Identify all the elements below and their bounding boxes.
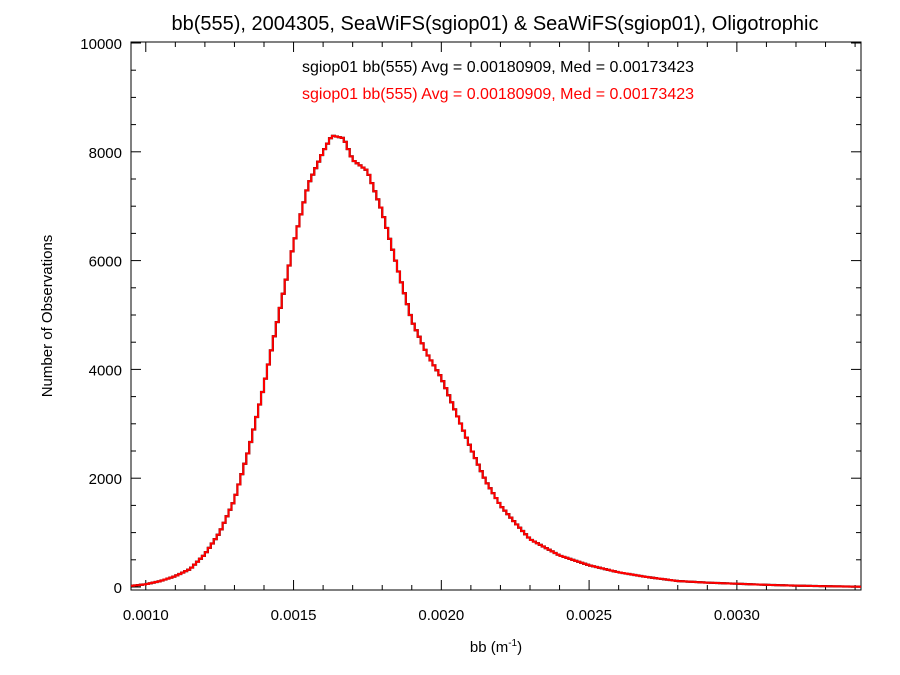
x-axis-label-main: bb (m	[470, 639, 508, 656]
x-tick-label: 0.0020	[418, 607, 464, 624]
x-axis-label: bb (m-1)	[470, 638, 522, 656]
x-axis-label-sup: -1	[508, 638, 517, 649]
plot-border	[130, 41, 862, 591]
x-tick-label: 0.0010	[123, 607, 169, 624]
annotation-red: sgiop01 bb(555) Avg = 0.00180909, Med = …	[302, 86, 694, 103]
y-tick-label: 6000	[89, 254, 122, 271]
y-tick-label: 10000	[80, 36, 122, 53]
x-axis-label-close: )	[517, 639, 522, 656]
x-tick-label: 0.0025	[566, 607, 612, 624]
series-line-0	[131, 134, 861, 588]
y-tick-label: 2000	[89, 471, 122, 488]
axis-tick-labels: 0.0010 0.0015 0.0020 0.0025 0.0030 0 2000 4000 6…	[80, 36, 760, 624]
histogram-series	[131, 134, 861, 588]
axis-ticks	[131, 42, 861, 590]
chart-title: bb(555), 2004305, SeaWiFS(sgiop01) & Sea…	[172, 13, 819, 35]
x-tick-label: 0.0030	[714, 607, 760, 624]
y-tick-label: 8000	[89, 145, 122, 162]
y-tick-label: 4000	[89, 362, 122, 379]
annotation-black: sgiop01 bb(555) Avg = 0.00180909, Med = …	[302, 59, 694, 76]
y-axis-label: Number of Observations	[39, 235, 56, 398]
y-tick-label: 0	[114, 580, 122, 597]
x-tick-label: 0.0015	[271, 607, 317, 624]
series-line-1	[131, 134, 861, 588]
plot-frame	[130, 41, 862, 591]
